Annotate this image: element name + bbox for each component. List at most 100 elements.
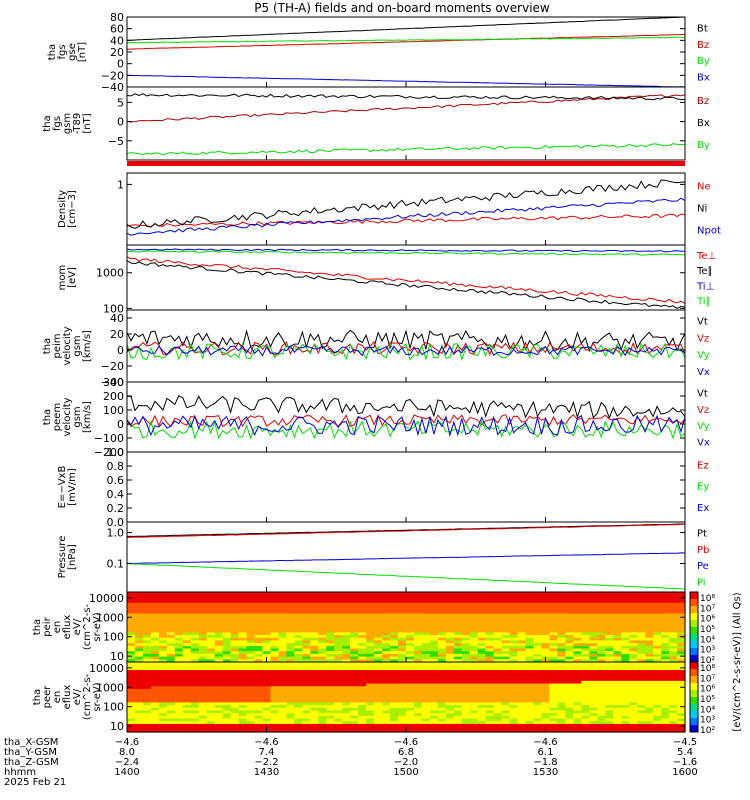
heatmap-cell — [222, 707, 232, 712]
colorbar-tick-label: 10³ — [700, 646, 715, 656]
heatmap-cell — [270, 667, 280, 671]
heatmap-cell — [278, 653, 288, 658]
heatmap-cell — [334, 702, 343, 706]
heatmap-cell — [549, 713, 559, 717]
heatmap-cell — [150, 594, 160, 598]
heatmap-cell — [214, 627, 224, 631]
heatmap-cell — [302, 640, 311, 644]
heatmap-cell — [501, 645, 511, 650]
heatmap-cell — [238, 718, 248, 722]
heatmap-cell — [645, 721, 654, 725]
heatmap-cell — [493, 699, 503, 703]
heatmap-cell — [549, 600, 559, 604]
heatmap-cell — [230, 707, 240, 712]
heatmap-cell — [653, 699, 662, 703]
heatmap-cell — [637, 632, 646, 636]
heatmap-cell — [222, 610, 232, 615]
heatmap-cell — [366, 667, 375, 671]
heatmap-cell — [182, 691, 192, 695]
heatmap-cell — [134, 629, 144, 633]
heatmap-cell — [493, 686, 503, 690]
heatmap-cell — [421, 721, 431, 725]
heatmap-cell — [302, 662, 311, 666]
heatmap-cell — [406, 718, 415, 722]
heatmap-cell — [541, 605, 551, 609]
heatmap-cell — [270, 707, 280, 712]
heatmap-cell — [653, 707, 662, 712]
heatmap-cell — [406, 683, 415, 687]
heatmap-cell — [342, 691, 351, 695]
heatmap-cell — [294, 613, 303, 617]
heatmap-cell — [677, 672, 686, 677]
heatmap-cell — [390, 721, 399, 725]
heatmap-cell — [310, 686, 319, 690]
heatmap-cell — [366, 705, 375, 709]
heatmap-cell — [310, 627, 319, 631]
heatmap-cell — [533, 715, 543, 720]
heatmap-cell — [286, 592, 295, 596]
heatmap-cell — [445, 608, 455, 612]
heatmap-cell — [669, 645, 678, 650]
y-axis-label: velocity — [62, 326, 73, 365]
heatmap-cell — [477, 713, 487, 717]
heatmap-cell — [134, 608, 144, 612]
heatmap-cell — [573, 729, 582, 733]
heatmap-cell — [477, 659, 487, 663]
heatmap-cell — [190, 718, 200, 722]
heatmap-cell — [150, 602, 160, 607]
heatmap-cell — [661, 643, 670, 647]
heatmap-cell — [565, 723, 574, 728]
heatmap-cell — [533, 662, 543, 666]
heatmap-cell — [334, 697, 343, 701]
heatmap-cell — [677, 613, 686, 617]
heatmap-cell — [485, 600, 495, 604]
heatmap-cell — [461, 597, 471, 601]
heatmap-cell — [382, 624, 391, 628]
heatmap-cell — [158, 707, 168, 712]
heatmap-cell — [549, 621, 559, 625]
heatmap-cell — [214, 664, 224, 668]
legend-Te∥: Te∥ — [696, 266, 713, 277]
heatmap-cell — [254, 662, 264, 666]
heatmap-cell — [246, 713, 256, 717]
legend-Vy: Vy — [697, 350, 710, 361]
heatmap-cell — [669, 713, 678, 717]
heatmap-cell — [374, 608, 383, 612]
heatmap-cell — [597, 705, 606, 709]
colorbar-tick-label: 10² — [700, 656, 715, 666]
heatmap-cell — [150, 627, 160, 631]
heatmap-cell — [501, 713, 511, 717]
x-tick-label: −2.2 — [254, 757, 278, 768]
heatmap-cell — [637, 721, 646, 725]
heatmap-cell — [445, 600, 455, 604]
heatmap-cell — [382, 632, 391, 636]
heatmap-cell — [326, 699, 335, 703]
heatmap-cell — [358, 702, 367, 706]
heatmap-cell — [302, 729, 311, 733]
heatmap-cell — [669, 718, 678, 722]
heatmap-cell — [573, 707, 582, 712]
heatmap-cell — [278, 664, 288, 668]
heatmap-cell — [573, 710, 582, 714]
heatmap-cell — [278, 718, 288, 722]
heatmap-cell — [238, 624, 248, 628]
heatmap-cell — [437, 643, 447, 647]
heatmap-cell — [429, 597, 439, 601]
heatmap-cell — [573, 600, 582, 604]
heatmap-cell — [190, 637, 200, 642]
heatmap-cell — [214, 621, 224, 625]
heatmap-cell — [645, 672, 654, 677]
heatmap-cell — [437, 637, 447, 642]
heatmap-cell — [262, 667, 272, 671]
heatmap-cell — [581, 697, 590, 701]
heatmap-cell — [382, 683, 391, 687]
heatmap-cell — [278, 699, 288, 703]
heatmap-cell — [533, 683, 543, 687]
heatmap-cell — [597, 718, 606, 722]
heatmap-cell — [134, 667, 144, 671]
heatmap-cell — [677, 637, 686, 642]
heatmap-cell — [390, 659, 399, 663]
heatmap-cell — [278, 648, 288, 652]
heatmap-cell — [413, 632, 423, 636]
heatmap-cell — [517, 592, 527, 596]
